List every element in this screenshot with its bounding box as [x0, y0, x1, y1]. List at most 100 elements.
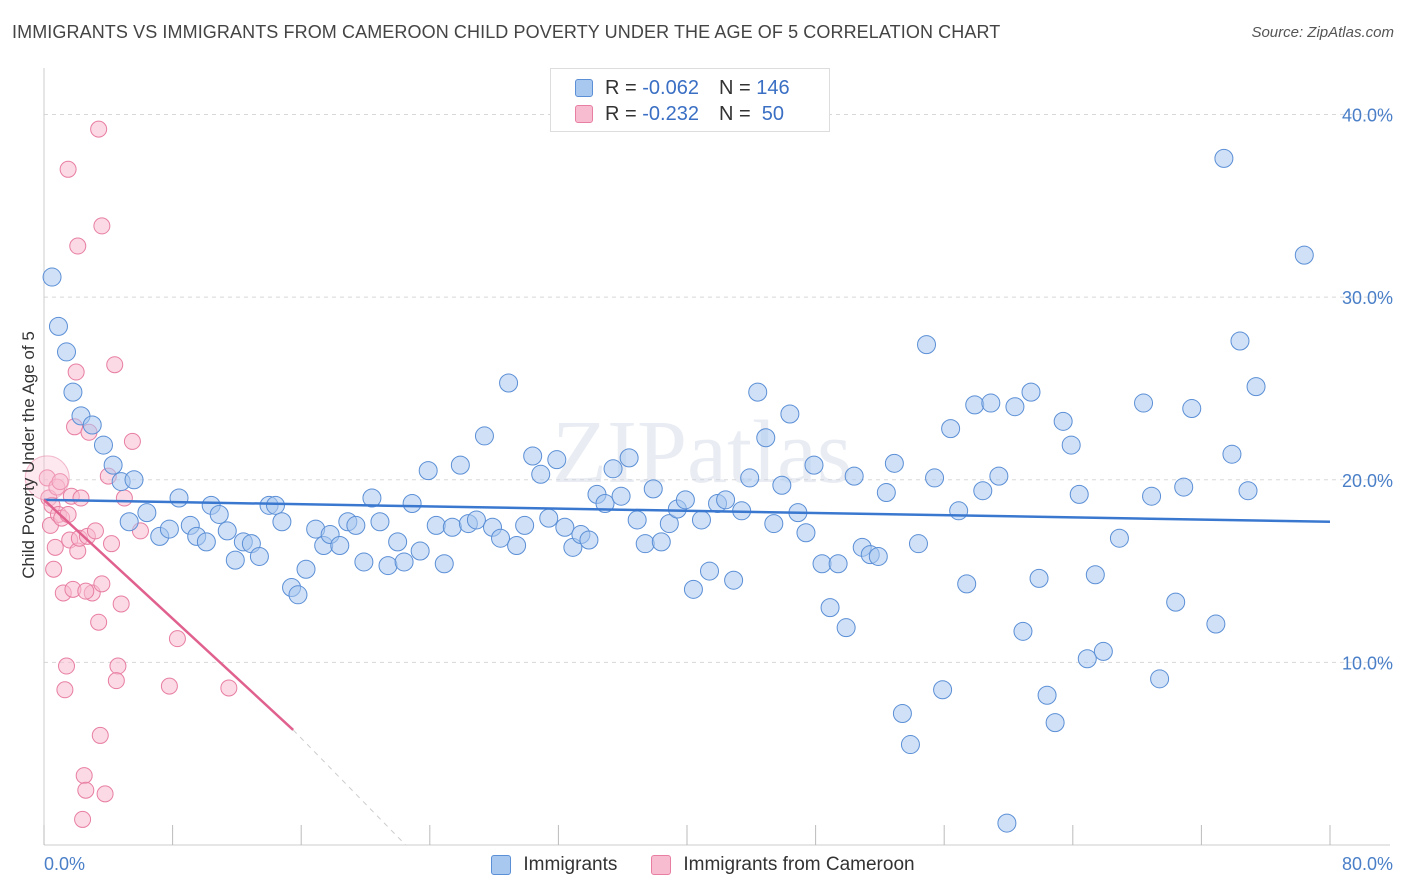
immigrants-point — [499, 373, 519, 393]
cameroon-point — [86, 522, 104, 540]
immigrants-point — [394, 552, 414, 572]
trend-lines — [43, 498, 1331, 846]
immigrants-point — [908, 534, 928, 554]
cameroon-trend-extension — [292, 729, 407, 846]
x-tick-label: 80.0% — [1342, 854, 1393, 874]
immigrants-point — [748, 382, 768, 402]
immigrants-point — [225, 550, 245, 570]
immigrants-point — [418, 461, 438, 481]
cameroon-point — [77, 582, 95, 600]
legend-item-cameroon: Immigrants from Cameroon — [651, 854, 915, 876]
immigrants-point — [169, 488, 189, 508]
immigrants-point — [892, 704, 912, 724]
cameroon-point — [56, 681, 74, 699]
immigrants-point — [119, 512, 139, 532]
immigrants-point — [836, 618, 856, 638]
y-axis-label: Child Poverty Under the Age of 5 — [19, 331, 38, 579]
immigrants-point — [1061, 435, 1081, 455]
immigrants-point — [217, 521, 237, 541]
immigrants-point — [442, 517, 462, 537]
immigrants-point — [1021, 382, 1041, 402]
cameroon-point — [103, 535, 121, 553]
immigrants-point — [82, 415, 102, 435]
immigrants-point — [1182, 399, 1202, 419]
chart-title: IMMIGRANTS VS IMMIGRANTS FROM CAMEROON C… — [12, 22, 1001, 42]
immigrants-point — [844, 466, 864, 486]
cameroon-point — [109, 657, 127, 675]
immigrants-point — [603, 459, 623, 479]
cameroon-point — [112, 595, 130, 613]
cameroon-point — [74, 810, 92, 828]
immigrants-point — [1142, 486, 1162, 506]
immigrants-point — [474, 426, 494, 446]
n-value: 146 — [756, 76, 790, 99]
source-label: Source: ZipAtlas.com — [1251, 24, 1394, 41]
immigrants-point — [1246, 377, 1266, 397]
immigrants-point — [57, 342, 77, 362]
cameroon-point — [91, 726, 109, 744]
immigrants-point — [296, 559, 316, 579]
cameroon-point — [67, 363, 85, 381]
immigrants-point — [1053, 411, 1073, 431]
immigrants-point — [579, 530, 599, 550]
immigrants-point — [772, 475, 792, 495]
immigrants-point — [378, 556, 398, 576]
immigrants-point — [925, 468, 945, 488]
immigrants-point — [547, 450, 567, 470]
immigrants-point — [997, 813, 1017, 833]
immigrants-point — [491, 528, 511, 548]
immigrants-point — [539, 508, 559, 528]
cameroon-point — [45, 560, 63, 578]
cameroon-point — [115, 489, 133, 507]
r-value: -0.232 — [642, 102, 699, 125]
cameroon-point — [96, 785, 114, 803]
immigrants-point — [402, 494, 422, 514]
immigrants-point — [659, 514, 679, 534]
cameroon-trend-line — [43, 498, 295, 731]
legend-row-cameroon: R = -0.232 N = 50 — [575, 102, 784, 126]
immigrants-point — [507, 536, 527, 556]
cameroon-point — [160, 677, 178, 695]
legend-label: Immigrants — [523, 854, 618, 875]
immigrants-point — [683, 579, 703, 599]
immigrants-point — [1206, 614, 1226, 634]
immigrants-point — [1222, 444, 1242, 464]
legend-swatch-pink — [575, 105, 593, 123]
cameroon-point — [90, 613, 108, 631]
immigrants-point — [957, 574, 977, 594]
series-legend: Immigrants Immigrants from Cameroon — [0, 852, 1406, 878]
immigrants-point — [272, 512, 292, 532]
immigrants-point — [1037, 685, 1057, 705]
immigrants-point — [635, 534, 655, 554]
immigrants-trend-line — [43, 498, 1331, 524]
immigrants-point — [675, 490, 695, 510]
immigrants-point — [1174, 477, 1194, 497]
immigrants-point — [370, 512, 390, 532]
immigrants-point — [410, 541, 430, 561]
immigrants-point — [820, 598, 840, 618]
immigrants-point — [812, 554, 832, 574]
immigrants-point — [965, 395, 985, 415]
immigrants-point — [900, 735, 920, 755]
cameroon-point — [168, 630, 186, 648]
immigrants-point — [137, 503, 157, 523]
tick-labels: 10.0% 20.0% 30.0% 40.0% 0.0% 80.0% — [44, 106, 1393, 874]
r-value: -0.062 — [642, 76, 699, 99]
immigrants-point — [466, 510, 486, 530]
immigrants-point — [1294, 245, 1314, 265]
cameroon-point — [59, 505, 77, 523]
immigrants-point — [724, 570, 744, 590]
immigrants-point — [362, 488, 382, 508]
immigrants-point — [595, 494, 615, 514]
immigrants-point — [611, 486, 631, 506]
immigrants-point — [555, 517, 575, 537]
n-label: N = — [718, 76, 757, 99]
immigrants-point — [796, 523, 816, 543]
immigrants-point — [643, 479, 663, 499]
immigrants-point — [354, 552, 374, 572]
cameroon-point — [51, 473, 69, 491]
immigrants-point — [989, 466, 1009, 486]
immigrants-point — [63, 382, 83, 402]
immigrants-point — [1238, 481, 1258, 501]
